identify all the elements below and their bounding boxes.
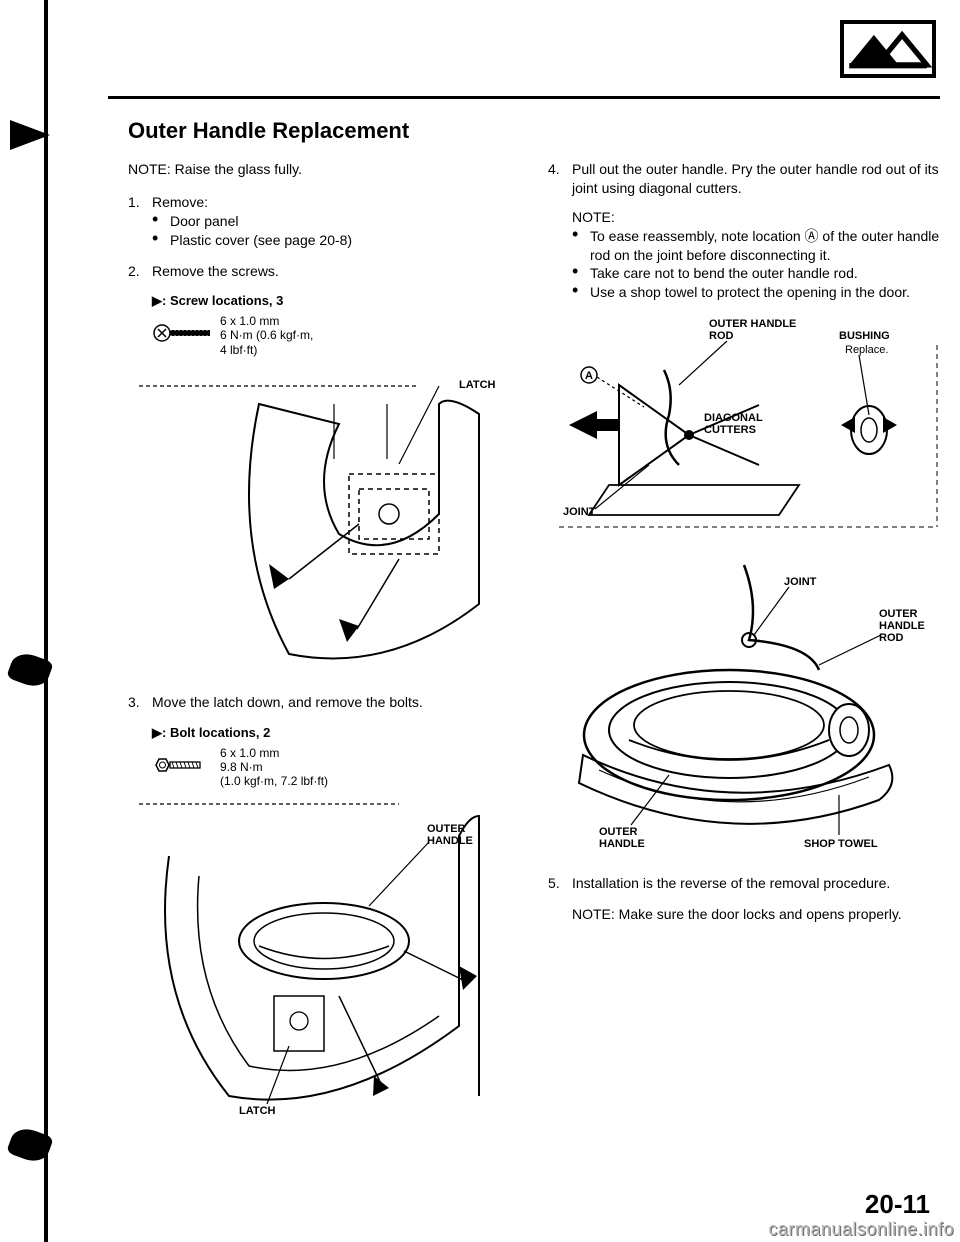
bolt-icon [152, 755, 214, 779]
bullet-icon: • [572, 227, 590, 265]
tab-blob-icon [6, 649, 54, 691]
step-number: 1. [128, 193, 152, 250]
svg-text:ROD: ROD [879, 632, 904, 644]
step-5: 5. Installation is the reverse of the re… [548, 874, 940, 924]
torque-spec: 6 x 1.0 mm 6 N·m (0.6 kgf·m, 4 lbf·ft) [152, 314, 313, 357]
tab-arrow-icon [10, 120, 50, 150]
step-text: Move the latch down, and remove the bolt… [152, 693, 516, 712]
bullet-text: Plastic cover (see page 20-8) [170, 231, 352, 250]
svg-text:HANDLE: HANDLE [427, 835, 473, 847]
step-number: 3. [128, 693, 152, 712]
bullet-text: Use a shop towel to protect the opening … [590, 283, 910, 302]
watermark: carmanualsonline.info [768, 1219, 954, 1240]
svg-text:OUTER: OUTER [879, 608, 918, 620]
step-2: 2. Remove the screws. [128, 262, 516, 281]
step-text: Pull out the outer handle. Pry the outer… [572, 160, 940, 198]
figure-latch: LATCH [138, 363, 516, 675]
step-1: 1. Remove: •Door panel •Plastic cover (s… [128, 193, 516, 250]
tab-blob-icon [6, 1124, 54, 1166]
svg-text:SHOP TOWEL: SHOP TOWEL [804, 838, 878, 850]
bullet-icon: • [152, 231, 170, 250]
step-text: Remove: [152, 193, 516, 212]
right-column: 4. Pull out the outer handle. Pry the ou… [548, 160, 940, 1182]
bullet-text: Take care not to bend the outer handle r… [590, 264, 858, 283]
content-columns: NOTE: Raise the glass fully. 1. Remove: … [128, 160, 940, 1182]
bullet-text: To ease reassembly, note location Ⓐ of t… [590, 227, 940, 265]
svg-text:ROD: ROD [709, 330, 734, 342]
step-number: 4. [548, 160, 572, 302]
step-text: Remove the screws. [152, 262, 516, 281]
bolt-locations-caption: ▶: Bolt locations, 2 [152, 724, 516, 742]
figure-outer-handle: OUTER HANDLE LATCH [138, 795, 516, 1117]
bullet-text: Door panel [170, 212, 239, 231]
svg-text:BUSHING: BUSHING [839, 330, 890, 342]
binder-edge [0, 0, 48, 1242]
svg-text:JOINT: JOINT [784, 576, 817, 588]
step-note: NOTE: Make sure the door locks and opens… [572, 905, 940, 924]
step-number: 5. [548, 874, 572, 924]
figure-handle-towel: JOINT OUTER HANDLE ROD [558, 554, 940, 856]
screw-icon [152, 323, 214, 347]
svg-text:LATCH: LATCH [239, 1105, 276, 1116]
torque-line: (1.0 kgf·m, 7.2 lbf·ft) [220, 774, 328, 788]
screw-locations-caption: ▶: Screw locations, 3 [152, 292, 516, 310]
svg-text:A: A [585, 370, 593, 382]
torque-line: 9.8 N·m [220, 760, 328, 774]
step-text: Installation is the reverse of the remov… [572, 874, 940, 893]
left-column: NOTE: Raise the glass fully. 1. Remove: … [128, 160, 516, 1182]
svg-text:HANDLE: HANDLE [879, 620, 925, 632]
svg-text:Replace.: Replace. [845, 344, 888, 356]
torque-line: 6 x 1.0 mm [220, 314, 313, 328]
torque-line: 4 lbf·ft) [220, 343, 313, 357]
svg-text:OUTER: OUTER [599, 826, 638, 838]
page-number: 20-11 [865, 1189, 930, 1220]
step-3: 3. Move the latch down, and remove the b… [128, 693, 516, 712]
svg-text:CUTTERS: CUTTERS [704, 424, 756, 436]
step-number: 2. [128, 262, 152, 281]
note-label: NOTE: [572, 208, 940, 227]
svg-text:OUTER HANDLE: OUTER HANDLE [709, 318, 796, 330]
label-latch: LATCH [459, 379, 496, 391]
bullet-icon: • [572, 283, 590, 302]
step-4: 4. Pull out the outer handle. Pry the ou… [548, 160, 940, 302]
header-rule [108, 96, 940, 99]
svg-text:HANDLE: HANDLE [599, 838, 645, 850]
brand-logo [840, 20, 936, 78]
figure-cutters: OUTER HANDLE ROD BUSHING Replace. A DIAG… [558, 314, 940, 536]
page-title: Outer Handle Replacement [128, 118, 409, 144]
torque-spec: 6 x 1.0 mm 9.8 N·m (1.0 kgf·m, 7.2 lbf·f… [152, 746, 328, 789]
torque-line: 6 N·m (0.6 kgf·m, [220, 328, 313, 342]
note-raise-glass: NOTE: Raise the glass fully. [128, 160, 516, 179]
torque-line: 6 x 1.0 mm [220, 746, 328, 760]
svg-text:DIAGONAL: DIAGONAL [704, 412, 763, 424]
